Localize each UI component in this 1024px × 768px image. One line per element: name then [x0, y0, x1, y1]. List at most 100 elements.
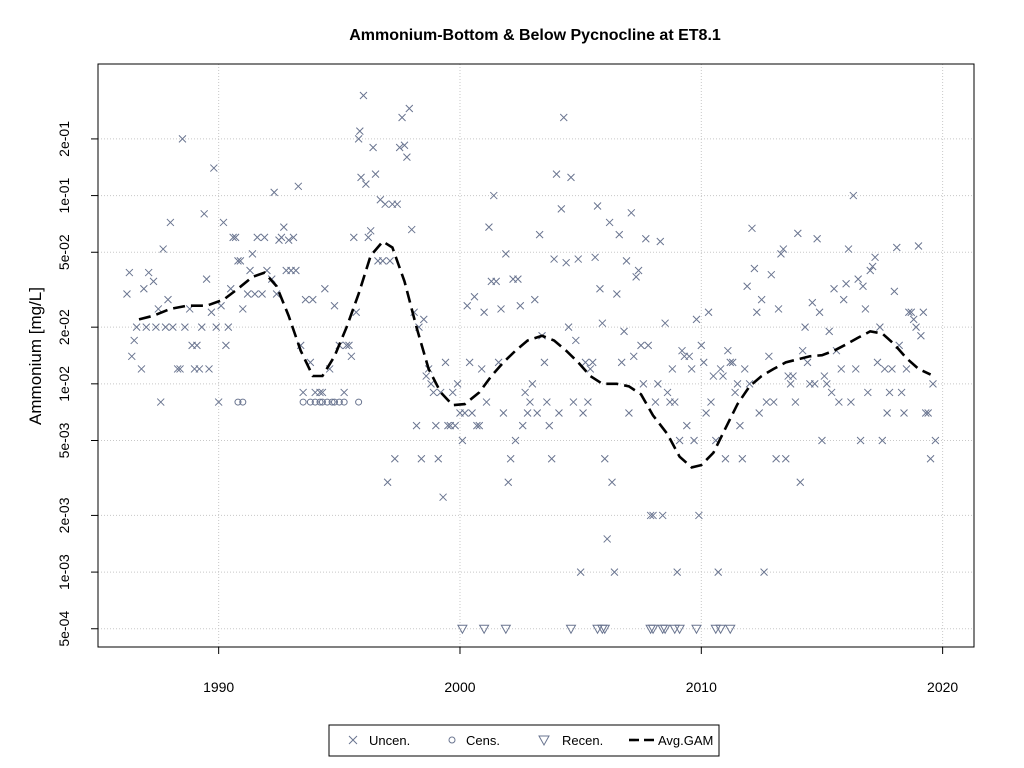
uncensored-point	[921, 409, 930, 417]
uncensored-point	[757, 295, 766, 304]
uncensored-point	[258, 290, 266, 298]
uncensored-point	[299, 388, 307, 397]
uncensored-point	[593, 202, 602, 210]
uncensored-point	[888, 365, 896, 373]
uncensored-point	[779, 245, 788, 253]
uncensored-point	[699, 358, 708, 367]
uncensored-point	[400, 141, 409, 150]
uncensored-point	[581, 358, 590, 367]
uncensored-point	[557, 205, 566, 213]
uncensored-point	[294, 182, 303, 191]
avg-gam-line	[138, 239, 932, 469]
uncensored-point	[448, 388, 457, 397]
uncensored-point	[822, 379, 831, 388]
y-tick-label: 2e-03	[56, 497, 72, 533]
uncensored-point	[851, 365, 860, 373]
x-tick-label: 2000	[444, 679, 475, 695]
uncensored-point	[654, 379, 662, 388]
uncensored-point	[748, 224, 756, 233]
uncensored-point	[752, 308, 761, 317]
uncensored-point	[238, 305, 247, 313]
uncensored-point	[217, 301, 225, 310]
uncensored-point	[427, 379, 435, 388]
uncensored-point	[863, 388, 872, 397]
uncensored-point	[422, 372, 431, 380]
uncensored-point	[709, 372, 718, 380]
uncensored-point	[231, 233, 240, 242]
uncensored-point	[470, 292, 479, 301]
uncensored-point	[902, 365, 911, 373]
uncensored-point	[687, 365, 696, 373]
uncensored-point	[234, 257, 242, 265]
uncensored-point	[383, 478, 392, 487]
legend-item-recen: Recen.	[538, 733, 603, 748]
uncensored-point	[610, 568, 619, 576]
uncensored-point	[357, 173, 365, 182]
uncensored-point	[649, 511, 657, 520]
uncensored-point	[579, 409, 587, 417]
uncensored-point	[859, 282, 867, 291]
uncensored-point	[598, 319, 607, 328]
uncensored-point	[159, 245, 168, 253]
uncensored-point	[301, 295, 310, 304]
uncensored-point	[586, 365, 595, 373]
legend-item-cens: Cens.	[448, 733, 500, 748]
uncensored-point	[866, 266, 875, 275]
uncensored-point	[123, 290, 131, 298]
recensored-point	[565, 624, 577, 635]
uncensored-point	[892, 243, 901, 252]
uncensored-point	[412, 421, 421, 430]
uncensored-point	[518, 421, 527, 430]
uncensored-point	[755, 409, 764, 417]
recensored-point	[599, 624, 611, 635]
uncensored-point	[600, 454, 609, 463]
uncensored-point	[856, 436, 865, 445]
censored-point	[306, 398, 314, 406]
uncensored-point	[530, 295, 539, 304]
uncensored-point	[663, 388, 672, 397]
uncensored-point	[347, 352, 356, 361]
recensored-point	[659, 624, 671, 635]
uncensored-point	[789, 372, 797, 380]
y-tick-label: 5e-04	[56, 611, 72, 647]
uncensored-point	[622, 257, 631, 265]
uncensored-point	[685, 352, 694, 361]
uncensored-point	[523, 409, 532, 417]
uncensored-point	[144, 268, 153, 277]
uncensored-point	[803, 358, 812, 367]
uncensored-point	[207, 308, 216, 317]
uncensored-point	[641, 234, 650, 243]
uncensored-point	[458, 436, 467, 445]
uncensored-point	[781, 454, 790, 463]
uncensored-point	[765, 352, 773, 361]
uncensored-point	[355, 127, 364, 135]
censored-point	[355, 398, 363, 406]
uncensored-point	[728, 358, 737, 367]
uncensored-point	[634, 266, 643, 275]
data-series	[123, 91, 940, 635]
uncensored-point	[550, 255, 558, 263]
uncensored-point	[181, 323, 189, 332]
uncensored-point	[569, 398, 578, 406]
uncensored-point	[405, 104, 414, 113]
uncensored-point	[506, 454, 515, 463]
uncensored-point	[847, 398, 855, 406]
uncensored-point	[900, 409, 908, 417]
uncensored-point	[876, 323, 884, 332]
uncensored-point	[839, 295, 848, 304]
uncensored-point	[617, 358, 626, 367]
uncensored-point	[750, 264, 759, 273]
x-tick-label: 2010	[686, 679, 717, 695]
uncensored-point	[125, 268, 134, 277]
uncensored-point	[340, 388, 349, 397]
uncensored-point	[827, 388, 836, 397]
uncensored-point	[904, 308, 913, 317]
uncensored-point	[878, 436, 887, 445]
uncensored-point	[292, 266, 300, 275]
uncensored-point	[229, 233, 237, 242]
uncensored-point	[137, 365, 146, 373]
uncensored-point	[767, 270, 776, 279]
uncensored-point	[837, 365, 846, 373]
y-tick-label: 1e-03	[56, 554, 72, 590]
plot-frame	[97, 63, 975, 648]
